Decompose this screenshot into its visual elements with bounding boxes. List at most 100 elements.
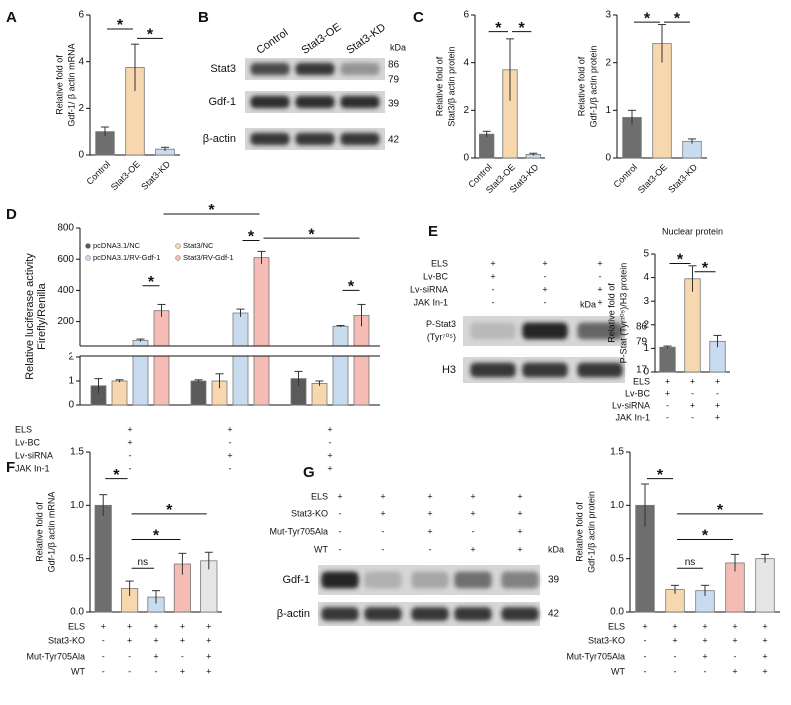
x-tick-label: Stat3-KD (666, 162, 699, 195)
y-axis-label: Gdf-1/β actin mRNA (46, 492, 56, 573)
y-axis-label: Relative fold of (574, 502, 584, 562)
condition-name: ELS (311, 491, 328, 501)
blot-band (454, 607, 492, 621)
condition-mark: - (734, 651, 737, 661)
condition-mark: + (490, 258, 495, 268)
blot-band (522, 322, 568, 340)
row-label: (Tyr⁷⁰⁵) (427, 332, 456, 342)
condition-mark: - (181, 651, 184, 661)
condition-mark: + (180, 621, 185, 631)
condition-name: Lv-siRNA (410, 284, 448, 294)
significance-label: * (153, 528, 160, 545)
condition-name: Stat3-KO (588, 635, 625, 645)
condition-mark: + (470, 508, 475, 518)
panel-letter: A (6, 9, 17, 26)
condition-name: Mut-Tyr705Ala (26, 651, 85, 661)
x-tick-label: Stat3-KD (139, 159, 172, 192)
y-tick-label: 3 (605, 10, 611, 21)
bar (253, 257, 270, 406)
significance-label: * (348, 279, 355, 296)
condition-mark: - (102, 666, 105, 676)
y-tick-label: 0 (68, 400, 74, 411)
condition-mark: + (672, 621, 677, 631)
blot-band (501, 607, 539, 621)
condition-name: Mut-Tyr705Ala (269, 526, 328, 536)
condition-mark: + (153, 621, 158, 631)
condition-mark: + (542, 258, 547, 268)
condition-mark: + (206, 666, 211, 676)
condition-mark: - (674, 666, 677, 676)
y-axis-label: Firefly/Renilla (36, 282, 48, 350)
y-tick-label: 3 (643, 296, 649, 307)
panel-letter: E (428, 223, 438, 240)
blot-band (577, 362, 623, 378)
legend-swatch (85, 243, 91, 249)
condition-mark: + (690, 400, 695, 410)
condition-name: Stat3-KO (48, 635, 85, 645)
condition-mark: - (102, 651, 105, 661)
condition-name: ELS (431, 258, 448, 268)
condition-mark: - (674, 651, 677, 661)
condition-name: Stat3-KO (291, 508, 328, 518)
condition-mark: + (427, 508, 432, 518)
condition-mark: + (762, 651, 767, 661)
condition-mark: + (206, 651, 211, 661)
significance-label: * (117, 17, 124, 34)
condition-mark: + (470, 544, 475, 554)
panel-letter: C (413, 9, 424, 26)
condition-mark: + (153, 635, 158, 645)
y-tick-label: 0 (78, 150, 84, 161)
kda-value: 86 (388, 60, 400, 71)
kda-value: 86 (636, 322, 648, 333)
blot-band (470, 362, 516, 378)
condition-mark: + (127, 635, 132, 645)
significance-label: * (495, 20, 502, 37)
condition-mark: + (180, 666, 185, 676)
y-tick-label: 400 (57, 285, 74, 296)
kda-label: kDa (548, 544, 564, 554)
condition-mark: - (329, 437, 332, 447)
condition-mark: - (691, 412, 694, 422)
blot-band (340, 132, 380, 146)
condition-mark: - (229, 437, 232, 447)
y-tick-label: 1 (643, 343, 649, 354)
condition-name: JAK In-1 (615, 412, 650, 422)
blot-band (411, 607, 449, 621)
condition-mark: + (127, 621, 132, 631)
significance-label: * (113, 467, 120, 484)
condition-name: JAK In-1 (413, 297, 448, 307)
blot-band (250, 62, 290, 76)
chart-title: Nuclear protein (662, 226, 723, 236)
condition-mark: - (339, 544, 342, 554)
condition-mark: + (327, 463, 332, 473)
y-tick-label: 6 (463, 10, 469, 21)
significance-label: * (208, 202, 215, 219)
y-tick-label: 2 (78, 103, 84, 114)
y-axis-label: Relative fold of (606, 283, 616, 343)
condition-mark: - (544, 271, 547, 281)
condition-mark: - (666, 400, 669, 410)
y-tick-label: 0 (643, 367, 649, 378)
blot-band (501, 571, 539, 589)
blot-band (364, 571, 402, 589)
condition-mark: - (128, 666, 131, 676)
y-tick-label: 0.0 (70, 607, 84, 618)
y-tick-label: 4 (78, 56, 84, 67)
bar (332, 325, 349, 406)
condition-name: Lv-BC (625, 388, 651, 398)
panel-letter: G (303, 464, 315, 481)
significance-label: ns (138, 557, 149, 568)
condition-mark: - (492, 297, 495, 307)
condition-mark: + (517, 544, 522, 554)
condition-name: WT (611, 666, 625, 676)
legend-label: pcDNA3.1/NC (93, 241, 141, 250)
condition-mark: + (702, 621, 707, 631)
condition-mark: - (644, 651, 647, 661)
significance-label: ns (685, 557, 696, 568)
bar (94, 504, 112, 613)
kda-value: 39 (388, 99, 400, 110)
condition-name: ELS (633, 376, 650, 386)
condition-mark: + (597, 284, 602, 294)
row-label: Gdf-1 (208, 96, 236, 108)
y-tick-label: 0.5 (70, 553, 84, 564)
